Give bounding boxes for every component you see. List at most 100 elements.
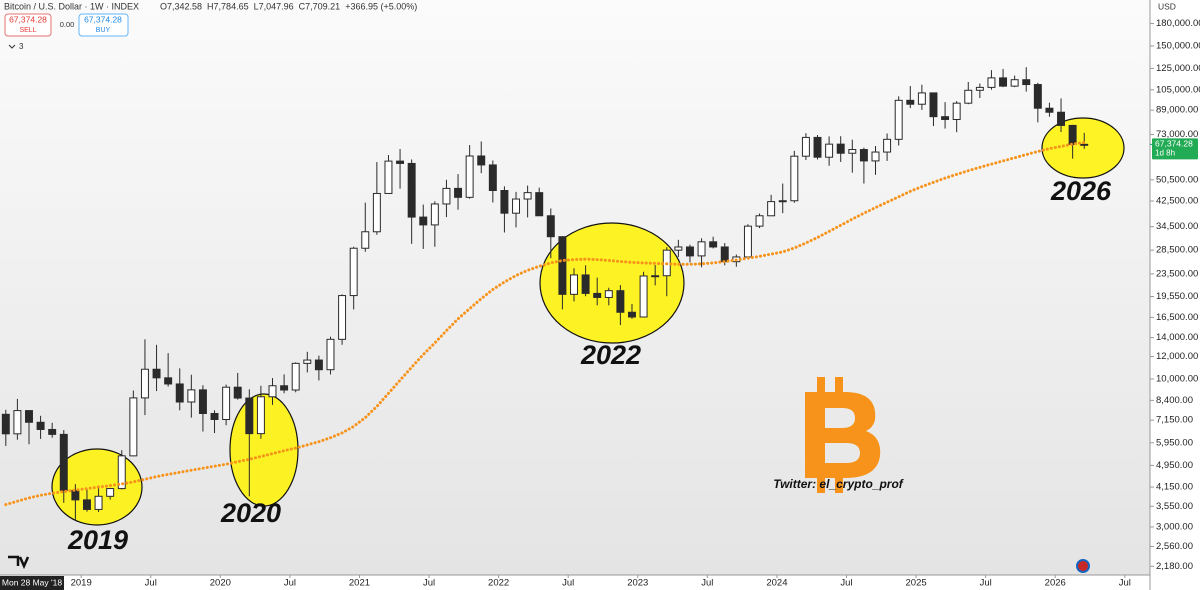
candle-body [280, 385, 289, 391]
annotation: 2022 [580, 340, 641, 370]
indicator-toggle[interactable] [8, 44, 16, 49]
y-tick-label: 8,400.00 [1156, 395, 1193, 406]
bitcoin-bar [835, 477, 843, 493]
y-tick-label: 4,150.00 [1156, 482, 1193, 493]
candle-body [465, 155, 474, 198]
tv-logo [8, 555, 30, 570]
x-tick-label: Jul [840, 578, 852, 589]
candle-body [419, 216, 428, 226]
candle-body [894, 99, 903, 140]
sell-price: 67,374.28 [9, 14, 47, 24]
candle-body [1057, 111, 1066, 126]
candle-body [187, 389, 196, 403]
candle-body [801, 136, 810, 157]
x-tick-label: Jul [145, 578, 157, 589]
indicator-count: 3 [19, 42, 24, 51]
candle-body [952, 102, 961, 120]
sell-button[interactable] [4, 13, 52, 37]
candle-body [94, 495, 103, 510]
candle-body [430, 203, 439, 226]
candle-body [709, 241, 718, 248]
buy-label: BUY [96, 27, 111, 34]
y-tick-label: 89,000.00 [1156, 105, 1198, 116]
candle-body [999, 77, 1008, 87]
highlight-ellipse [539, 222, 685, 344]
current-price-label: 67,374.28 [1155, 139, 1193, 149]
y-tick-label: 2,180.00 [1156, 561, 1193, 572]
candle-body [1080, 143, 1089, 146]
y-tick-label: 16,500.00 [1156, 312, 1198, 323]
y-tick-label: 105,000.00 [1156, 84, 1200, 95]
candle-body [59, 433, 68, 491]
candle-body [1010, 79, 1019, 87]
candle-body [245, 397, 254, 435]
candle-body [442, 187, 451, 205]
candle-body [233, 386, 242, 399]
crosshair-date: Mon 28 May '18 [2, 577, 62, 587]
y-tick-label: 50,500.00 [1156, 174, 1198, 185]
y-tick-label: 125,000.00 [1156, 63, 1200, 74]
candle-body [1, 413, 10, 435]
candle-body [859, 149, 868, 162]
currency: USD [1158, 1, 1176, 11]
x-tick-label: Jul [284, 578, 296, 589]
candle-body [628, 311, 636, 318]
candle-body [106, 488, 115, 497]
buy-price: 67,374.28 [84, 14, 122, 24]
chart-title: Bitcoin / U.S. Dollar · 1W · INDEX [4, 1, 139, 11]
candle-body [71, 489, 80, 501]
candle-body [917, 92, 926, 105]
candle-body [697, 241, 706, 257]
candle-body [140, 368, 149, 399]
y-tick-label: 34,500.00 [1156, 221, 1198, 232]
buy-button[interactable] [78, 13, 129, 37]
x-tick-label: Jul [1119, 578, 1131, 589]
header-value: C7,709.21 [299, 1, 341, 11]
x-tick-label: 2024 [766, 578, 787, 589]
y-tick-label: 73,000.00 [1156, 129, 1198, 140]
crosshair-date-background [0, 576, 64, 590]
candle-body [639, 275, 648, 318]
y-tick-label: 10,000.00 [1156, 373, 1198, 384]
candle-body [477, 155, 486, 166]
candle-body [303, 359, 312, 364]
flag-icon [1076, 559, 1090, 573]
candle-body [616, 290, 625, 313]
moving-average-line [4, 141, 1086, 507]
candle-body [488, 164, 497, 192]
candle-body [268, 385, 277, 398]
candle-body [222, 386, 231, 421]
bitcoin-logo [805, 377, 881, 493]
candle-body [372, 192, 381, 233]
candle-body [291, 362, 300, 391]
x-tick-label: Jul [423, 578, 435, 589]
header-value: L7,047.96 [254, 1, 294, 11]
candle-body [570, 274, 578, 295]
x-tick-label: 2025 [906, 578, 927, 589]
y-tick-label: 5,950.00 [1156, 437, 1193, 448]
candle-body [512, 198, 520, 214]
candle-body [581, 274, 590, 294]
current-price-box [1152, 138, 1198, 160]
candle-body [1068, 124, 1077, 145]
annotation: 2026 [1050, 176, 1112, 206]
y-tick-label: 23,500.00 [1156, 268, 1198, 279]
candle-body [593, 292, 602, 298]
candle-body [338, 295, 347, 340]
candle-body [906, 99, 915, 105]
candle-body [604, 290, 613, 298]
y-tick-label: 3,000.00 [1156, 521, 1193, 532]
candle-body [535, 192, 544, 217]
y-tick-label: 12,000.00 [1156, 351, 1198, 362]
watermark: Twitter: el_crypto_prof [773, 477, 904, 491]
candle-body [813, 136, 822, 158]
candle-body [674, 246, 683, 251]
candle-body [36, 421, 45, 430]
candle-body [384, 160, 393, 194]
header-value: O7,342.58 [160, 1, 202, 11]
spread: 0.00 [60, 20, 75, 29]
highlight-ellipse [1041, 117, 1125, 179]
candle-body [720, 246, 729, 263]
